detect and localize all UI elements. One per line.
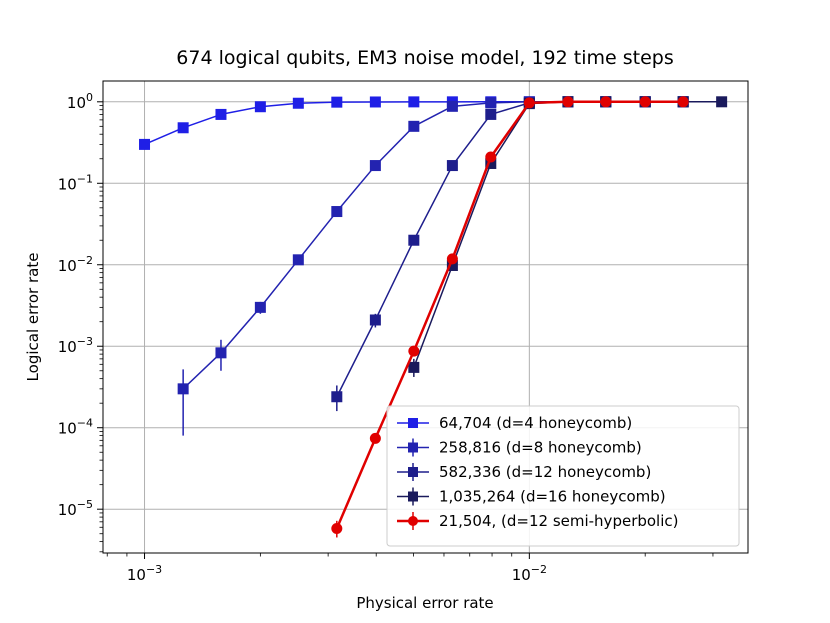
data-point bbox=[369, 432, 381, 444]
y-tick-label: 10−2 bbox=[58, 254, 93, 275]
data-point bbox=[331, 391, 343, 403]
data-point bbox=[331, 206, 343, 218]
data-point bbox=[177, 383, 189, 395]
legend-label: 582,336 (d=12 honeycomb) bbox=[439, 463, 651, 481]
data-point bbox=[716, 96, 728, 108]
data-point bbox=[562, 96, 574, 108]
data-point bbox=[408, 345, 420, 357]
data-point bbox=[639, 96, 651, 108]
data-point bbox=[139, 138, 151, 150]
legend-marker bbox=[408, 418, 418, 428]
data-point bbox=[408, 234, 420, 246]
axis-ticks: 10−3 10−2 10−5 10−4 10−3 10−2 10−1 100 bbox=[58, 91, 714, 584]
legend: 64,704 (d=4 honeycomb) 258,816 (d=8 honey… bbox=[386, 405, 740, 547]
data-point bbox=[485, 108, 497, 120]
legend-label: 1,035,264 (d=16 honeycomb) bbox=[439, 488, 666, 506]
data-point bbox=[331, 522, 343, 534]
legend-marker bbox=[408, 516, 418, 526]
chart-title: 674 logical qubits, EM3 noise model, 192… bbox=[176, 47, 673, 69]
data-point bbox=[215, 347, 227, 359]
legend-item: 1,035,264 (d=16 honeycomb) bbox=[397, 487, 666, 506]
legend-label: 64,704 (d=4 honeycomb) bbox=[439, 414, 632, 432]
data-point bbox=[446, 100, 458, 112]
legend-item: 64,704 (d=4 honeycomb) bbox=[397, 414, 632, 432]
data-point bbox=[446, 160, 458, 172]
x-tick-label: 10−3 bbox=[127, 563, 162, 584]
y-tick-label: 10−3 bbox=[58, 335, 93, 356]
y-tick-label: 10−5 bbox=[58, 498, 93, 519]
plot-series bbox=[139, 96, 728, 538]
legend-marker bbox=[408, 442, 418, 453]
legend-item: 582,336 (d=12 honeycomb) bbox=[397, 463, 651, 481]
legend-marker bbox=[408, 467, 418, 477]
data-point bbox=[369, 314, 381, 326]
plot-frame bbox=[102, 80, 749, 554]
data-point bbox=[292, 254, 304, 266]
x-tick-label: 10−2 bbox=[512, 563, 547, 584]
data-point bbox=[600, 96, 612, 108]
data-point bbox=[485, 151, 497, 163]
data-point bbox=[331, 96, 343, 108]
data-point bbox=[369, 96, 381, 108]
data-point bbox=[446, 253, 458, 265]
legend-label: 21,504, (d=12 semi-hyperbolic) bbox=[439, 512, 679, 530]
data-point bbox=[215, 108, 227, 120]
data-point bbox=[446, 259, 458, 271]
y-tick-label: 10−1 bbox=[58, 172, 93, 193]
series-4 bbox=[331, 96, 689, 538]
data-point bbox=[485, 97, 497, 109]
legend-item: 258,816 (d=8 honeycomb) bbox=[397, 438, 642, 457]
x-axis-label: Physical error rate bbox=[356, 594, 493, 612]
data-point bbox=[177, 122, 189, 134]
data-point bbox=[292, 97, 304, 109]
legend-marker bbox=[408, 491, 418, 502]
legend-item: 21,504, (d=12 semi-hyperbolic) bbox=[397, 512, 679, 530]
data-point bbox=[254, 301, 266, 313]
data-point bbox=[408, 96, 420, 108]
data-point bbox=[408, 361, 420, 373]
data-point bbox=[254, 101, 266, 113]
data-point bbox=[485, 157, 497, 169]
y-axis-label: Logical error rate bbox=[24, 253, 42, 382]
data-point bbox=[369, 160, 381, 172]
series-line bbox=[335, 100, 684, 529]
legend-box bbox=[386, 405, 740, 547]
y-tick-label: 10−4 bbox=[58, 417, 93, 438]
data-point bbox=[677, 96, 689, 108]
legend-label: 258,816 (d=8 honeycomb) bbox=[439, 439, 642, 457]
y-tick-label: 100 bbox=[67, 91, 93, 112]
data-point bbox=[523, 97, 535, 109]
data-point bbox=[408, 120, 420, 132]
